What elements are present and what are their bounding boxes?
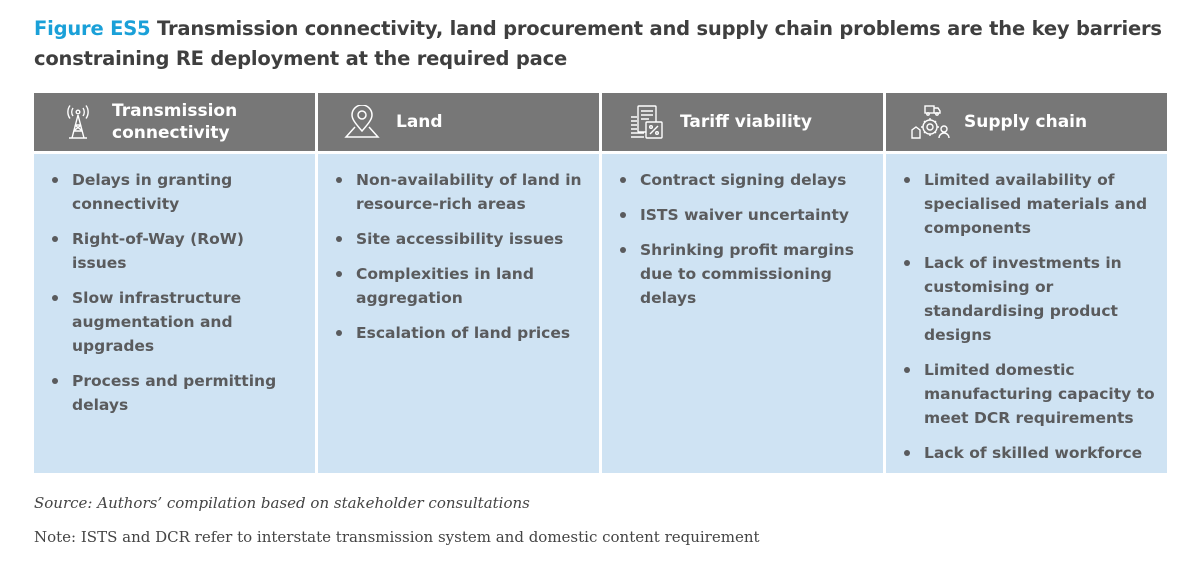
column-heading: Transmission connectivity [112,101,238,143]
source-line: Source: Authors’ compilation based on st… [34,494,530,512]
figure-title-text: Transmission connectivity, land procurem… [34,17,1162,70]
transmission-tower-icon [67,105,89,139]
list-item: Shrinking profit margins due to commissi… [618,238,871,310]
column-tariff: Tariff viability Contract signing delays… [602,93,883,473]
column-supply-chain: Supply chain Limited availability of spe… [886,93,1167,473]
list-item: Delays in granting connectivity [50,168,303,216]
column-heading: Supply chain [964,112,1088,132]
column-land: Land Non-availability of land in resourc… [318,93,599,473]
figure-title: Figure ES5 Transmission connectivity, la… [34,14,1174,74]
list-item: Non-availability of land in resource-ric… [334,168,587,216]
list-item: ISTS waiver uncertainty [618,203,871,227]
barriers-table: Transmission connectivity Delays in gran… [34,93,1167,473]
column-heading: Tariff viability [680,112,813,132]
list-item: Contract signing delays [618,168,871,192]
column-header: Land [318,93,599,154]
column-body: Limited availability of specialised mate… [886,154,1167,473]
list-item: Escalation of land prices [334,321,587,345]
column-transmission: Transmission connectivity Delays in gran… [34,93,315,473]
supply-chain-icon [911,105,950,139]
list-item: Limited domestic manufacturing capacity … [902,358,1155,430]
list-item: Slow infrastructure augmentation and upg… [50,286,303,358]
column-body: Non-availability of land in resource-ric… [318,154,599,473]
list-item: Lack of investments in customising or st… [902,251,1155,347]
tariff-document-icon [631,105,663,139]
column-heading: Land [396,112,443,132]
column-body: Contract signing delays ISTS waiver unce… [602,154,883,473]
list-item: Limited availability of specialised mate… [902,168,1155,240]
list-item: Process and permitting delays [50,369,303,417]
list-item: Lack of skilled workforce [902,441,1155,465]
figure-label: Figure ES5 [34,17,151,40]
column-header: Transmission connectivity [34,93,315,154]
column-header: Supply chain [886,93,1167,154]
list-item: Complexities in land aggregation [334,262,587,310]
list-item: Right-of-Way (RoW) issues [50,227,303,275]
column-body: Delays in granting connectivity Right-of… [34,154,315,473]
column-header: Tariff viability [602,93,883,154]
location-pin-icon [344,105,380,138]
list-item: Site accessibility issues [334,227,587,251]
note-line: Note: ISTS and DCR refer to interstate t… [34,528,760,546]
